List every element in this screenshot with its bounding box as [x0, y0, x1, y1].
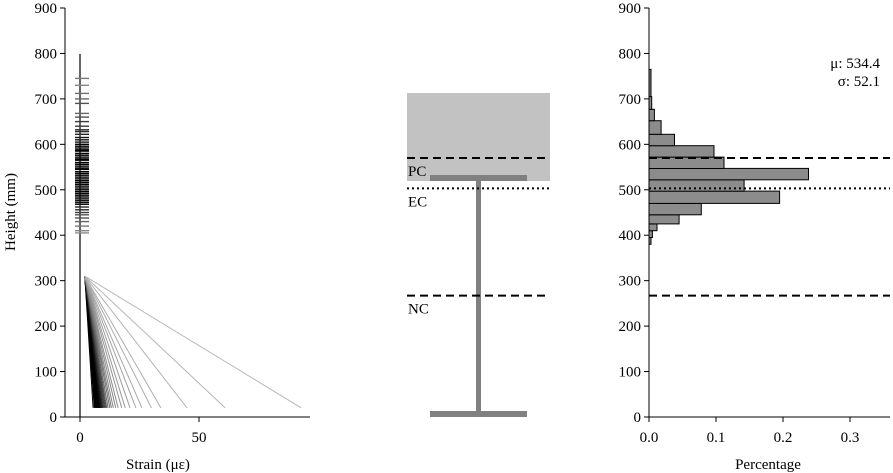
ref-label-pc: PC [408, 164, 426, 180]
histogram-bar [648, 108, 655, 122]
y-ticks: 0 100 200 300 400 500 600 700 800 900 [35, 1, 65, 426]
strain-line [84, 275, 152, 409]
hist-y-ticks: 0 100 200 300 400 500 600 700 800 900 [619, 1, 649, 426]
strain-profile-panel: 0 100 200 300 400 500 600 700 800 900 0 50 Strain … [3, 1, 310, 473]
hist-y-tick-label: 200 [619, 319, 642, 335]
strain-line [84, 275, 226, 409]
strain-y-tick-label: 500 [35, 183, 58, 199]
histogram-bar [648, 167, 809, 181]
histogram-bar [648, 179, 745, 192]
strain-line [84, 275, 123, 409]
strain-y-tick-label: 300 [35, 274, 58, 290]
strain-line [84, 275, 188, 409]
girder-bottom-flange [430, 411, 527, 417]
hist-x-tick-label: 0.1 [707, 430, 726, 446]
concrete-deck [407, 93, 550, 181]
histogram-reference-lines [649, 156, 890, 297]
hist-x-tick-label: 0.0 [640, 430, 659, 446]
beam-section-panel: PC EC NC [407, 93, 550, 417]
strain-x-tick-label: 50 [192, 430, 207, 446]
histogram-bar [648, 202, 702, 216]
ref-label-nc: NC [408, 302, 429, 318]
y-axis-label: Height (mm) [3, 173, 19, 251]
histogram-bar [648, 230, 653, 238]
girder-top-flange [430, 175, 527, 181]
histogram-bar [648, 156, 725, 170]
histogram-bar [648, 190, 781, 204]
hist-y-tick-label: 100 [619, 365, 642, 381]
hist-x-tick-label: 0.2 [774, 430, 793, 446]
strain-y-tick-label: 400 [35, 228, 58, 244]
histogram-bars [648, 68, 809, 245]
ref-label-ec: EC [408, 194, 427, 210]
reference-lines: PC EC NC [407, 156, 550, 318]
hist-y-tick-label: 300 [619, 274, 642, 290]
neutral-axis-marks [75, 77, 89, 234]
hist-y-tick-label: 600 [619, 137, 642, 153]
hist-x-axis-label: Percentage [735, 457, 801, 473]
histogram-bar [648, 145, 715, 158]
strain-y-tick-label: 900 [35, 1, 58, 17]
hist-y-tick-label: 800 [619, 46, 642, 62]
x-ticks: 0 50 [76, 417, 207, 446]
hist-y-tick-label: 500 [619, 183, 642, 199]
strain-line [84, 275, 162, 409]
strain-line [84, 275, 137, 409]
strain-line [84, 275, 126, 409]
histogram-bar [648, 223, 658, 232]
strain-line [84, 275, 302, 409]
strain-y-tick-label: 700 [35, 92, 58, 108]
mean-annotation: μ: 534.4 [830, 56, 880, 72]
std-annotation: σ: 52.1 [838, 74, 880, 90]
strain-y-tick-label: 200 [35, 319, 58, 335]
histogram-bar [648, 120, 662, 135]
strain-y-tick-label: 100 [35, 365, 58, 381]
strain-line [84, 275, 143, 409]
strain-lines [84, 275, 302, 409]
hist-x-tick-label: 0.3 [841, 430, 860, 446]
strain-x-tick-label: 0 [76, 430, 84, 446]
hist-y-tick-label: 0 [634, 410, 642, 426]
hist-x-ticks: 0.0 0.1 0.2 0.3 [640, 417, 860, 446]
histogram-bar [648, 214, 680, 225]
hist-y-tick-label: 400 [619, 228, 642, 244]
strain-y-tick-label: 600 [35, 137, 58, 153]
hist-y-tick-label: 700 [619, 92, 642, 108]
x-axis-label: Strain (με) [126, 457, 190, 473]
histogram-bar [648, 133, 675, 147]
strain-y-tick-label: 0 [50, 410, 58, 426]
strain-line [84, 275, 131, 409]
strain-line [84, 275, 119, 409]
hist-y-tick-label: 900 [619, 1, 642, 17]
strain-y-tick-label: 800 [35, 46, 58, 62]
